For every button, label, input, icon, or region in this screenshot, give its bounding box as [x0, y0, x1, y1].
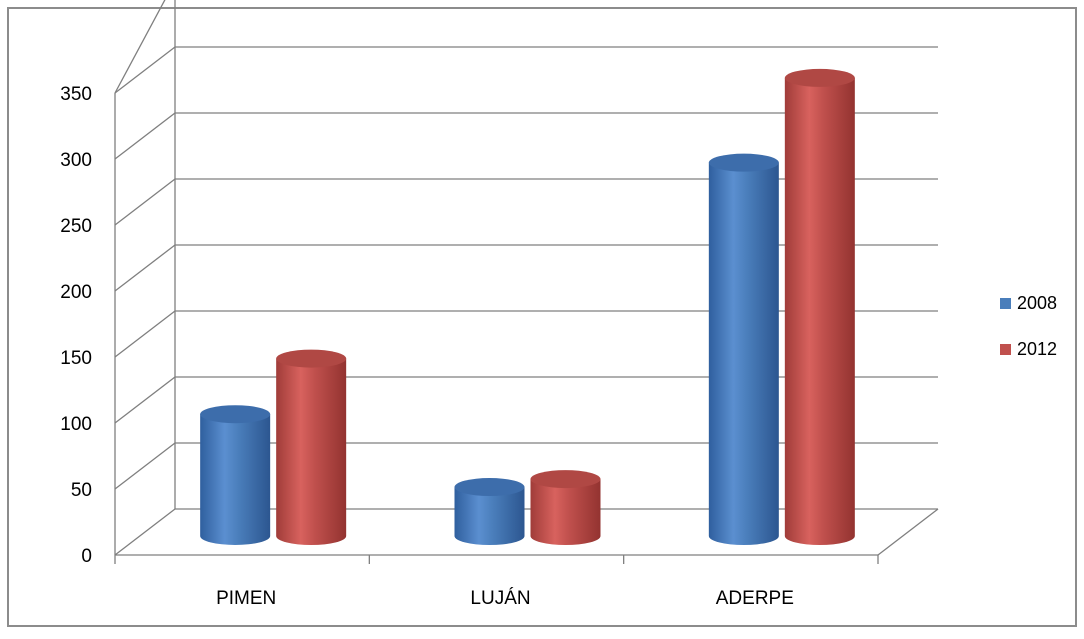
legend: 2008 2012	[1000, 293, 1057, 359]
bar	[454, 478, 525, 545]
bar	[784, 68, 855, 546]
x-tick-label: ADERPE	[716, 588, 794, 609]
bar-body	[200, 414, 271, 545]
y-tick-label: 200	[60, 282, 92, 303]
bar-body	[276, 358, 347, 545]
bar	[200, 405, 271, 545]
gridline-side	[114, 46, 176, 94]
axis-layer: 0 50 100 150 200 250 300 350 PIMEN LUJÁN ADERPE	[60, 0, 939, 609]
bar	[276, 349, 347, 545]
bar	[708, 153, 779, 545]
gridline-side	[114, 508, 176, 556]
legend-swatch-2008	[1000, 298, 1011, 309]
bar-top	[200, 405, 271, 424]
gridline-side-top	[114, 0, 166, 94]
gridline-side	[114, 244, 176, 292]
x-tick-label: PIMEN	[216, 588, 276, 609]
legend-label-2012: 2012	[1017, 339, 1057, 359]
gridline-side	[114, 310, 176, 358]
bar	[530, 470, 601, 545]
gridline-side	[114, 376, 176, 424]
y-tick-label: 50	[71, 480, 92, 501]
bar-body	[784, 77, 855, 546]
x-tick-label: LUJÁN	[470, 588, 530, 609]
y-tick-label: 150	[60, 348, 92, 369]
gridline-side	[114, 178, 176, 226]
legend-label-2008: 2008	[1017, 293, 1057, 313]
bar-top	[784, 68, 855, 87]
y-tick-label: 250	[60, 216, 92, 237]
bar-top	[276, 349, 347, 368]
floor-edge	[877, 508, 939, 556]
bar-top	[708, 153, 779, 172]
bar-top	[530, 470, 601, 489]
gridline-side	[114, 442, 176, 490]
bar-top	[454, 478, 525, 497]
bar-body	[708, 162, 779, 545]
bars-layer	[200, 68, 855, 546]
legend-swatch-2012	[1000, 344, 1011, 355]
y-tick-label: 350	[60, 84, 92, 105]
y-tick-label: 0	[81, 546, 92, 567]
y-tick-label: 100	[60, 414, 92, 435]
bar-body	[454, 487, 525, 545]
y-tick-label: 300	[60, 150, 92, 171]
bar-body	[530, 479, 601, 545]
gridline-side	[114, 112, 176, 160]
